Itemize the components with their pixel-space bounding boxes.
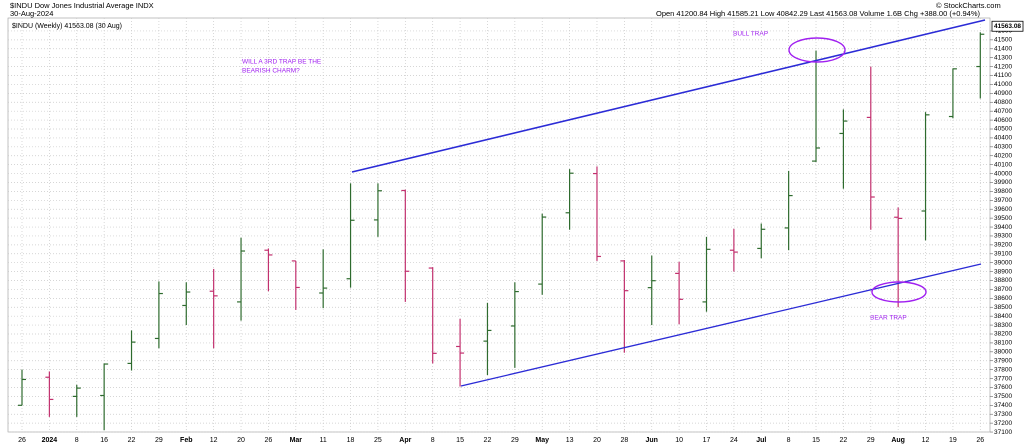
y-tick-label: 40300	[994, 144, 1012, 151]
y-tick-label: 38100	[994, 340, 1012, 347]
y-tick-label: 38000	[994, 349, 1012, 356]
annotation: WILL A 3RD TRAP BE THE	[242, 59, 322, 66]
x-tick-label: 26	[265, 437, 273, 444]
x-tick-label: 20	[593, 437, 601, 444]
x-tick-label: 22	[128, 437, 136, 444]
y-tick-label: 39000	[994, 259, 1012, 266]
y-tick-label: 40200	[994, 152, 1012, 159]
x-tick-label: 26	[18, 437, 26, 444]
y-tick-label: 41100	[994, 72, 1012, 79]
quote: Open 41200.84 High 41585.21 Low 40842.29…	[656, 9, 981, 18]
annotation: BEAR TRAP	[870, 315, 907, 322]
plot-frame	[7, 17, 991, 433]
x-tick-label: 28	[620, 437, 628, 444]
y-tick-label: 41000	[994, 81, 1012, 88]
y-tick-label: 40100	[994, 161, 1012, 168]
x-tick-label: 22	[840, 437, 848, 444]
y-tick-label: 38200	[994, 331, 1012, 338]
y-tick-label: 37100	[994, 429, 1012, 436]
x-tick-label: 29	[155, 437, 163, 444]
last-price-box	[991, 20, 1024, 32]
y-tick-label: 41300	[994, 54, 1012, 61]
x-tick-label: 15	[456, 437, 464, 444]
x-tick-label: 22	[484, 437, 492, 444]
y-tick-label: 38700	[994, 286, 1012, 293]
y-tick-label: 38800	[994, 277, 1012, 284]
x-tick-label: 26	[976, 437, 984, 444]
x-tick-label: 12	[922, 437, 930, 444]
chart-date: 30-Aug-2024	[10, 9, 53, 18]
x-tick-label: 29	[511, 437, 519, 444]
y-tick-label: 37500	[994, 393, 1012, 400]
x-tick-label: 24	[730, 437, 738, 444]
y-tick-label: 38500	[994, 304, 1012, 311]
y-tick-label: 40000	[994, 170, 1012, 177]
y-tick-label: 37900	[994, 357, 1012, 364]
x-tick-label: Apr	[399, 437, 411, 444]
y-tick-label: 37400	[994, 402, 1012, 409]
x-tick-label: 8	[787, 437, 791, 444]
legend: $INDU (Weekly) 41563.08 (30 Aug)	[12, 23, 122, 30]
x-tick-label: 2024	[42, 437, 58, 444]
x-tick-label: 8	[431, 437, 435, 444]
y-tick-label: 40500	[994, 126, 1012, 133]
x-tick-label: 11	[320, 437, 327, 444]
y-tick-label: 39900	[994, 179, 1012, 186]
x-tick-label: Jul	[756, 437, 766, 444]
credit: © StockCharts.com	[936, 1, 1001, 10]
y-tick-label: 37600	[994, 384, 1012, 391]
x-tick-label: Feb	[180, 437, 192, 444]
x-tick-label: 25	[374, 437, 382, 444]
y-tick-label: 38400	[994, 313, 1012, 320]
x-tick-label: 19	[949, 437, 957, 444]
y-tick-label: 40600	[994, 117, 1012, 124]
x-tick-label: 10	[675, 437, 683, 444]
y-tick-label: 37200	[994, 420, 1012, 427]
y-tick-label: 40400	[994, 135, 1012, 142]
y-tick-label: 37300	[994, 411, 1012, 418]
y-tick-label: 39600	[994, 206, 1012, 213]
y-tick-label: 40900	[994, 90, 1012, 97]
x-tick-label: 20	[237, 437, 245, 444]
y-tick-label: 40700	[994, 108, 1012, 115]
x-tick-label: 15	[812, 437, 820, 444]
y-tick-label: 39400	[994, 224, 1012, 231]
x-tick-label: 16	[100, 437, 108, 444]
channel-lower	[460, 263, 982, 387]
x-tick-label: 13	[566, 437, 574, 444]
x-tick-label: 18	[347, 437, 355, 444]
x-tick-label: 8	[75, 437, 79, 444]
x-tick-label: 29	[867, 437, 875, 444]
y-tick-label: 39500	[994, 215, 1012, 222]
y-tick-label: 38300	[994, 322, 1012, 329]
y-tick-label: 41500	[994, 37, 1012, 44]
x-tick-label: 17	[703, 437, 711, 444]
y-tick-label: 39700	[994, 197, 1012, 204]
y-tick-label: 37800	[994, 366, 1012, 373]
last-price: 41563.08	[994, 23, 1021, 30]
bull-trap-circle	[788, 37, 846, 63]
channel-upper	[351, 19, 986, 173]
annotation: BULL TRAP	[733, 31, 768, 38]
y-tick-label: 38600	[994, 295, 1012, 302]
y-tick-label: 39300	[994, 233, 1012, 240]
x-tick-label: May	[535, 437, 549, 444]
bear-trap-circle	[871, 281, 927, 303]
x-tick-label: Jun	[646, 437, 658, 444]
y-tick-label: 39100	[994, 251, 1012, 258]
x-tick-label: Mar	[290, 437, 303, 444]
y-tick-label: 41400	[994, 46, 1012, 53]
y-tick-label: 39800	[994, 188, 1012, 195]
overlay	[351, 19, 986, 387]
y-tick-label: 39200	[994, 242, 1012, 249]
chart-title: $INDU Dow Jones Industrial Average INDX	[10, 1, 154, 10]
annotation: BEARISH CHARM?	[242, 68, 300, 75]
y-tick-label: 40800	[994, 99, 1012, 106]
y-tick-label: 38900	[994, 268, 1012, 275]
y-tick-label: 41200	[994, 63, 1012, 70]
y-tick-label: 37700	[994, 375, 1012, 382]
x-tick-label: Aug	[891, 437, 905, 444]
x-tick-label: 12	[210, 437, 218, 444]
